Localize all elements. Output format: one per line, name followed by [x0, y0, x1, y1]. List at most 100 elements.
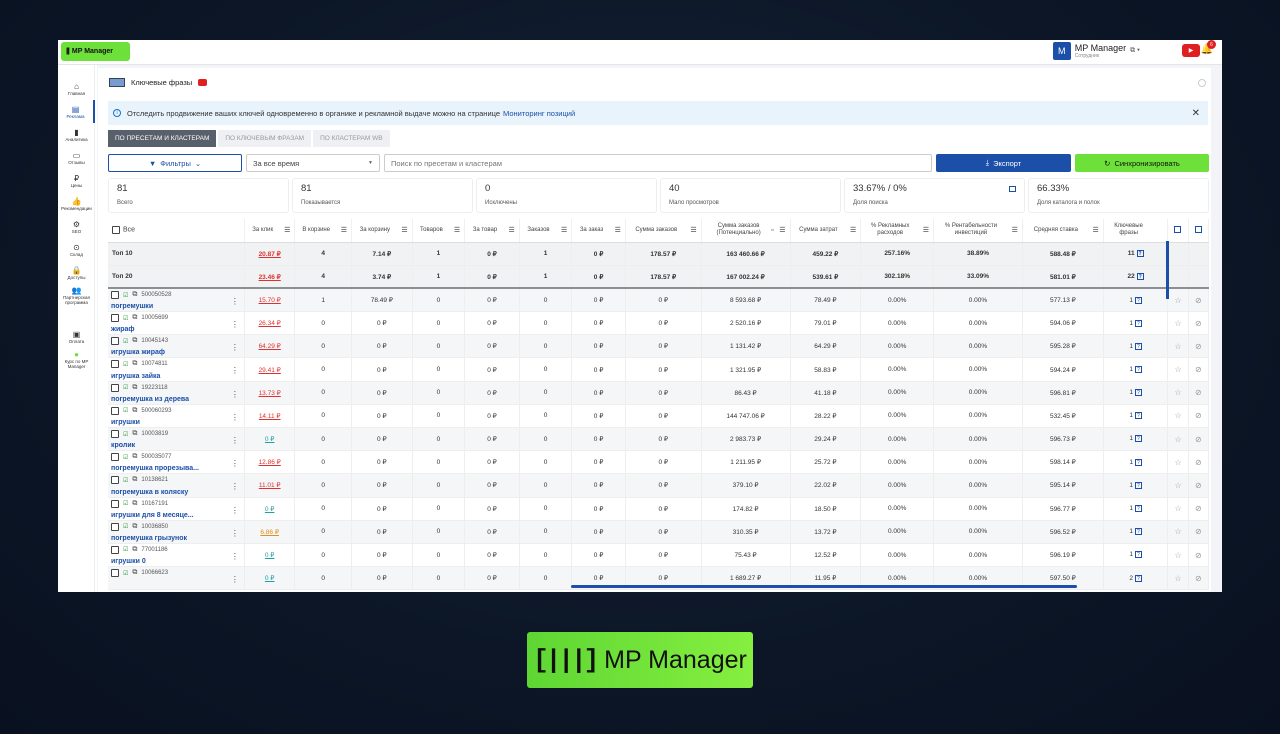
more-icon[interactable]: ⋮ — [230, 389, 239, 399]
question-icon[interactable]: ? — [1134, 458, 1142, 466]
tab-wb-clusters[interactable]: ПО КЛАСТЕРАМ WB — [313, 130, 390, 147]
menu-icon[interactable]: ☰ — [453, 227, 461, 234]
horizontal-scrollbar[interactable] — [571, 585, 1077, 588]
column-header[interactable]: За корзину ☰ — [351, 219, 413, 243]
copy-icon[interactable]: ⧉ — [132, 337, 138, 345]
copy-icon[interactable]: ⧉ — [132, 383, 138, 391]
block-icon[interactable]: ⊘ — [1194, 318, 1202, 328]
menu-icon[interactable]: ☰ — [284, 227, 291, 234]
menu-icon[interactable]: ☰ — [1011, 227, 1018, 234]
column-header[interactable]: В корзине ☰ — [294, 219, 353, 243]
column-header[interactable]: Товаров ☰ — [412, 219, 466, 243]
block-icon[interactable]: ⊘ — [1194, 411, 1202, 421]
keyword-text[interactable]: погремушка грызунок — [111, 534, 188, 542]
block-icon[interactable]: ⊘ — [1194, 434, 1202, 444]
column-header[interactable]: За клик ☰ — [244, 219, 296, 243]
block-icon[interactable]: ⊘ — [1194, 504, 1202, 514]
copy-icon[interactable]: ⧉ — [132, 406, 138, 414]
column-header[interactable]: % Рентабельности инвестиций ☰ — [933, 219, 1023, 243]
star-icon[interactable]: ☆ — [1174, 504, 1182, 514]
checkbox[interactable] — [112, 225, 120, 234]
column-header[interactable]: Сумма заказов (Потенциально) ▫ ☰ — [701, 219, 791, 243]
keyword-text[interactable]: игрушка зайка — [111, 372, 161, 380]
product-id[interactable]: 77001186 — [141, 546, 168, 553]
table-row[interactable]: ☑ ⧉ 10045143 игрушка жираф ⋮ 64.29 ₽0 0 ₽0 0 ₽0… — [108, 334, 1209, 359]
menu-icon[interactable]: ☰ — [614, 227, 621, 234]
star-icon[interactable]: ☆ — [1174, 318, 1182, 328]
product-id[interactable]: 500035077 — [141, 454, 172, 461]
copy-icon[interactable]: ⧉ ▾ — [1130, 47, 1140, 54]
block-icon[interactable]: ⊘ — [1194, 341, 1202, 351]
vertical-scrollbar[interactable] — [1166, 241, 1169, 299]
more-icon[interactable]: ⋮ — [230, 320, 239, 330]
star-icon[interactable]: ☆ — [1174, 365, 1182, 375]
sidebar-item-ads[interactable]: ▤ Реклама — [58, 100, 95, 123]
block-icon[interactable]: ⊘ — [1194, 388, 1202, 398]
sidebar-item-price[interactable]: ₽ Цены — [58, 169, 95, 192]
checkbox[interactable] — [111, 522, 119, 531]
question-icon[interactable]: ? — [1134, 296, 1142, 304]
product-id[interactable]: 10167191 — [141, 500, 169, 507]
sidebar-item-seo[interactable]: ⚙ SEO — [58, 215, 95, 238]
copy-icon[interactable]: ⧉ — [132, 453, 138, 461]
checkbox[interactable] — [111, 314, 119, 323]
question-icon[interactable]: ? — [1134, 389, 1142, 397]
logo[interactable]: ||| MP Manager — [61, 42, 130, 61]
keyword-text[interactable]: игрушки 0 — [111, 558, 146, 566]
table-row[interactable]: ☑ ⧉ 10066623 ⋮ 0 ₽0 0 ₽0 0 ₽0 0 ₽0 ₽1 689.27 ₽1… — [108, 566, 1209, 591]
block-icon[interactable]: ⊘ — [1194, 365, 1202, 375]
sidebar-item-payment[interactable]: ▣ Оплата — [58, 325, 95, 348]
sidebar-item-like[interactable]: 👍 Рекомендации — [58, 192, 95, 215]
tab-keywords[interactable]: ПО КЛЮЧЕВЫМ ФРАЗАМ — [218, 130, 312, 147]
user-menu[interactable]: M MP Manager Сотрудник ⧉ ▾ — [1052, 42, 1140, 60]
checkbox[interactable] — [111, 383, 119, 392]
checkbox[interactable] — [111, 430, 119, 438]
sidebar-item-course[interactable]: ● Курс по MP Manager — [58, 348, 95, 371]
product-id[interactable]: 10036850 — [141, 523, 169, 530]
question-icon[interactable]: ? — [1134, 481, 1142, 489]
copy-icon[interactable]: ⧉ — [132, 569, 138, 577]
column-header[interactable]: За заказ ☰ — [571, 219, 626, 243]
more-icon[interactable]: ⋮ — [230, 459, 239, 469]
menu-icon[interactable]: ☰ — [690, 227, 697, 234]
table-row[interactable]: ☑ ⧉ 10138621 погремушка в коляску ⋮ 11.01 ₽0 0… — [108, 473, 1209, 498]
monitoring-link[interactable]: Мониторинг позиций — [503, 108, 576, 118]
product-id[interactable]: 10003819 — [141, 431, 169, 437]
question-icon[interactable]: ? — [1134, 574, 1142, 582]
more-icon[interactable]: ⋮ — [230, 551, 239, 561]
sync-button[interactable]: ↻ Синхронизировать — [1075, 154, 1209, 172]
copy-icon[interactable]: ⧉ — [132, 360, 138, 368]
col-tools[interactable] — [1167, 219, 1189, 243]
sidebar-item-analytics[interactable]: ▮ Аналитика — [58, 123, 95, 146]
keyword-text[interactable]: погремушка прорезыва... — [111, 465, 199, 473]
more-icon[interactable]: ⋮ — [230, 482, 239, 492]
table-row[interactable]: ☑ ⧉ 500060293 игрушки ⋮ 14.11 ₽0 0 ₽0 0 ₽0 0 ₽0 … — [108, 404, 1209, 429]
column-header[interactable]: За товар ☰ — [464, 219, 520, 243]
product-id[interactable]: 10045143 — [141, 338, 169, 345]
more-icon[interactable]: ⋮ — [230, 436, 239, 445]
more-icon[interactable]: ⋮ — [230, 366, 239, 376]
column-header[interactable]: % Рекламных расходов ☰ — [860, 219, 935, 243]
table-row[interactable]: ☑ ⧉ 77001186 игрушки 0 ⋮ 0 ₽0 0 ₽0 0 ₽0 0 ₽0 ₽75… — [108, 543, 1209, 568]
tab-presets[interactable]: ПО ПРЕСЕТАМ И КЛАСТЕРАМ — [108, 130, 217, 147]
menu-icon[interactable]: ☰ — [850, 227, 857, 234]
keyword-text[interactable]: игрушка жираф — [111, 349, 166, 357]
question-icon[interactable]: ? — [1134, 412, 1142, 420]
more-icon[interactable]: ⋮ — [230, 343, 239, 353]
table-row[interactable]: ☑ ⧉ 19223118 погремушка из дерева ⋮ 13.73 ₽0 0… — [108, 381, 1209, 405]
col-all[interactable]: Все — [108, 219, 245, 243]
question-icon[interactable]: ? — [1134, 528, 1142, 536]
checkbox[interactable] — [111, 453, 119, 462]
product-id[interactable]: 10005699 — [141, 315, 169, 322]
menu-icon[interactable]: ☰ — [1092, 227, 1099, 234]
keyword-text[interactable]: игрушки — [111, 419, 140, 426]
star-icon[interactable]: ☆ — [1174, 457, 1182, 467]
checkbox[interactable] — [111, 337, 119, 346]
product-id[interactable]: 500050528 — [141, 292, 172, 299]
bell-icon[interactable]: 🔔 — [1200, 44, 1213, 55]
question-icon[interactable]: ? — [1136, 249, 1144, 257]
more-icon[interactable]: ⋮ — [230, 412, 239, 422]
question-icon[interactable]: ? — [1134, 505, 1142, 513]
block-icon[interactable]: ⊘ — [1194, 573, 1202, 583]
sidebar-item-lock[interactable]: 🔒 Доступы — [58, 261, 95, 284]
